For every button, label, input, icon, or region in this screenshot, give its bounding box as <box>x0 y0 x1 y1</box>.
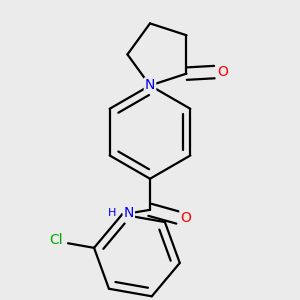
Text: N: N <box>124 206 134 220</box>
Text: N: N <box>145 79 155 92</box>
Text: H: H <box>107 208 116 218</box>
Text: O: O <box>180 211 191 225</box>
Text: O: O <box>217 65 228 79</box>
Text: Cl: Cl <box>50 233 63 247</box>
